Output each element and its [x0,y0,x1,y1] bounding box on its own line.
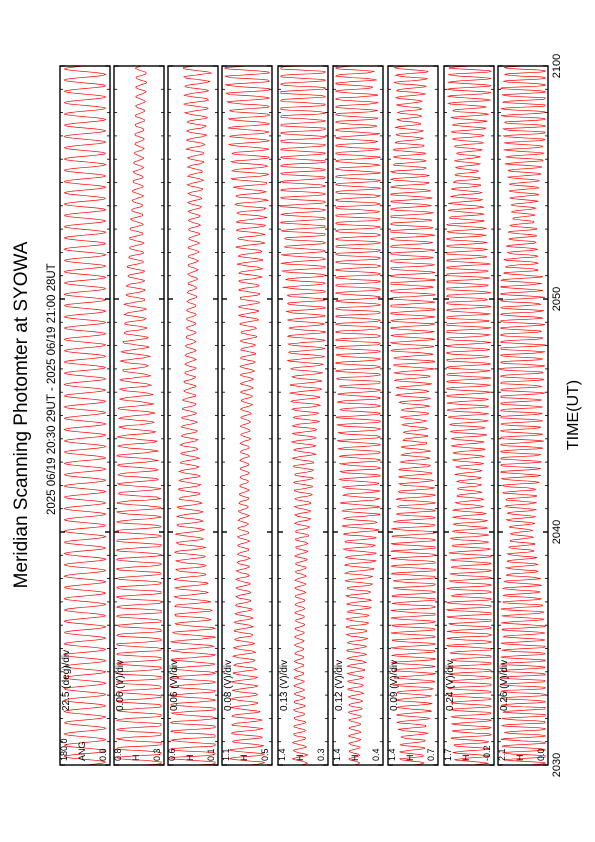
x-axis-label: TIME(UT) [565,380,582,450]
y-min-label: 0.3 [316,748,326,761]
scale-label: 0.13 (V)/div [279,660,290,711]
panel-8: 1.7 H -0.2 0.24 (V)/div [443,65,495,766]
scale-label: 22.5 (deg)/div [61,650,72,711]
x-tick-labels: 2030 2040 2050 2100 [551,54,563,777]
scale-label: 0.08 (V)/div [223,660,234,711]
series-line-6 [334,65,382,766]
channel-label: H [295,755,305,762]
scale-label: 0.12 (V)/div [334,660,345,711]
y-min-label: 0.4 [371,748,381,761]
time-range-label: 2025 06/19 20:30 29UT - 2025 06/19 21:00… [46,263,58,515]
y-max-label: 1.4 [332,748,342,761]
y-max-label: 180.0 [59,738,69,761]
scale-label: 0.06 (V)/div [115,660,126,711]
series-line-9 [499,65,547,766]
x-tick-label: 2040 [551,520,563,544]
panel-7: 1.4 H 0.7 0.09 (V)/div [387,65,439,766]
panel-3: 0.6 H 0.1 0.06 (V)/div [167,65,219,766]
channel-label: H [131,755,141,762]
y-min-label: 0.1 [206,748,216,761]
y-max-label: 1.4 [277,748,287,761]
series-line-1 [63,65,107,766]
y-max-label: 2.1 [497,748,507,761]
y-max-label: 1.4 [387,748,397,761]
panel-9: 2.1 H 0.0 0.26 (V)/div [497,65,549,766]
series-line-4 [224,65,270,766]
panel-5: 1.4 H 0.3 0.13 (V)/div [277,65,329,766]
chart-title: Meridian Scanning Photomter at SYOWA [11,241,32,588]
panel-4: 1.1 H 0.5 0.08 (V)/div [221,65,273,766]
channel-label: ANG [77,741,87,761]
channel-label: H [515,755,525,762]
y-max-label: 1.7 [443,748,453,761]
x-tick-label: 2100 [551,54,563,78]
series-line-3 [169,65,217,766]
y-min-label: 0.5 [260,748,270,761]
panel-1: 180.0 ANG 0.0 22.5 (deg)/div [59,65,111,766]
channel-label: H [461,755,471,762]
panel-6: 1.4 H 0.4 0.12 (V)/div [332,65,384,766]
y-min-label: 0.0 [536,748,546,761]
y-min-label: -0.2 [482,745,492,761]
y-max-label: 0.6 [167,748,177,761]
channel-label: H [185,755,195,762]
y-max-label: 0.8 [113,748,123,761]
y-min-label: 0.0 [98,748,108,761]
series-line-7 [389,65,437,766]
series-line-5 [279,65,327,766]
panel-2: 0.8 H 0.3 0.06 (V)/div [113,65,165,766]
channel-label: H [405,755,415,762]
scale-label: 0.09 (V)/div [389,660,400,711]
x-tick-label: 2050 [551,287,563,311]
scale-label: 0.06 (V)/div [169,660,180,711]
scale-label: 0.24 (V)/div [445,660,456,711]
y-min-label: 0.3 [152,748,162,761]
channel-label: H [239,755,249,762]
channel-label: H [350,755,360,762]
panels: 180.0 ANG 0.0 22.5 (deg)/div 0.8 H 0.3 0.06 (V)… [59,65,549,766]
y-min-label: 0.7 [426,748,436,761]
x-tick-label: 2030 [551,753,563,777]
y-max-label: 1.1 [221,748,231,761]
scale-label: 0.26 (V)/div [499,660,510,711]
